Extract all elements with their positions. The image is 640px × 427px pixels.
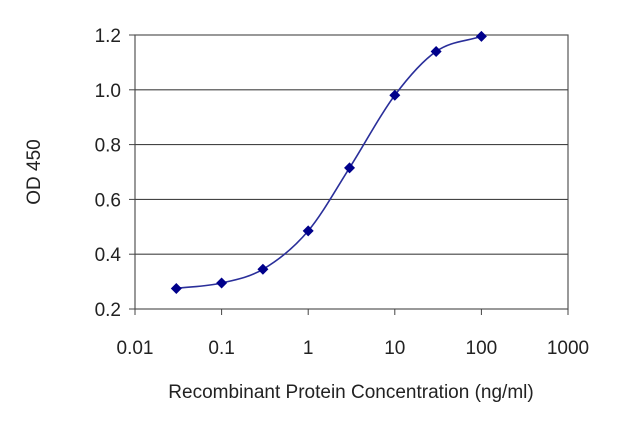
data-point: [170, 282, 182, 294]
y-tick-label: 1.0: [95, 81, 121, 102]
plot-area: [134, 34, 569, 310]
data-point: [475, 30, 487, 42]
y-tick-label: 0.2: [95, 300, 121, 321]
data-point: [389, 89, 401, 101]
y-tick-label: 0.4: [95, 245, 122, 266]
data-point: [430, 45, 442, 57]
gridlines: [135, 89, 568, 255]
series-points: [170, 30, 487, 294]
y-tick-label: 0.8: [95, 136, 121, 157]
y-axis-ticks: 0.2 0.4 0.6 0.8 1.0 1.2: [95, 26, 135, 321]
x-tick-label: 1: [303, 338, 314, 359]
x-tick-label: 1000: [547, 338, 589, 359]
x-axis-ticks: 0.01 0.1 1 10 100 1000: [117, 309, 589, 359]
y-axis-title: OD 450: [24, 139, 45, 204]
y-tick-label: 1.2: [95, 26, 121, 47]
data-point: [257, 263, 269, 275]
y-tick-label: 0.6: [95, 190, 121, 211]
x-tick-label: 10: [384, 338, 405, 359]
x-tick-label: 0.1: [208, 338, 234, 359]
x-tick-label: 100: [466, 338, 498, 359]
x-tick-label: 0.01: [117, 338, 154, 359]
series-line: [176, 35, 482, 290]
data-point: [302, 225, 314, 237]
x-axis-title: Recombinant Protein Concentration (ng/ml…: [168, 382, 533, 403]
data-point: [344, 162, 356, 174]
data-point: [216, 277, 228, 289]
